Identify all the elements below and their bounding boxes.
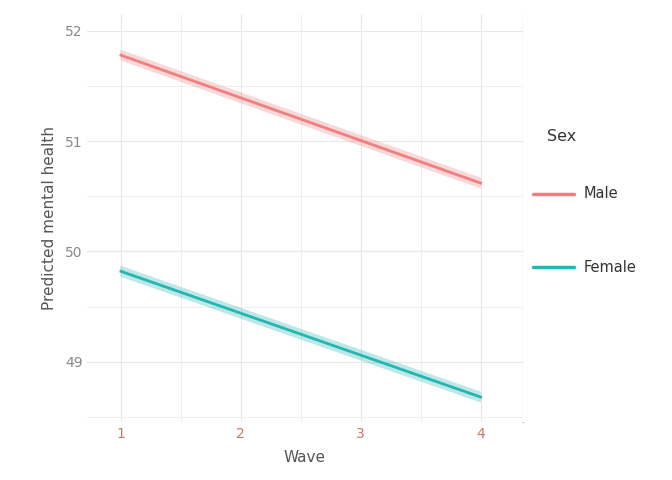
Text: Sex: Sex (547, 129, 577, 144)
Text: Female: Female (584, 260, 636, 275)
X-axis label: Wave: Wave (284, 450, 326, 465)
Y-axis label: Predicted mental health: Predicted mental health (42, 126, 56, 311)
Text: Male: Male (584, 186, 618, 202)
